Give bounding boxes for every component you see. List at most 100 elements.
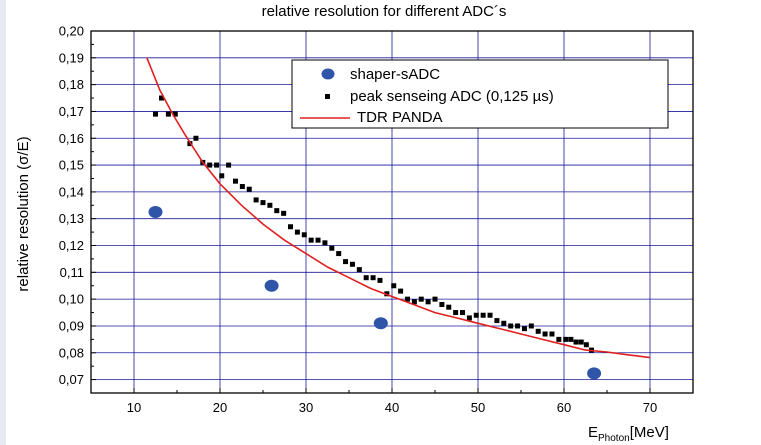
y-tick-label: 0,11 — [60, 265, 84, 280]
data-point-peak-adc — [288, 224, 294, 230]
data-point-peak-adc — [377, 277, 383, 283]
legend-box — [291, 59, 669, 129]
data-point-peak-adc — [568, 336, 574, 342]
data-point-peak-adc — [528, 323, 534, 329]
data-point-peak-adc — [336, 251, 342, 257]
data-point-peak-adc — [239, 184, 245, 190]
series-line-tdr-panda — [146, 57, 651, 359]
x-tick-label: 70 — [643, 400, 657, 415]
y-tick-label: 0,16 — [59, 131, 84, 146]
chart-title: relative resolution for different ADC´s — [262, 3, 507, 20]
x-axis-title-subscript: Photon — [598, 433, 630, 444]
data-point-peak-adc — [226, 162, 232, 168]
data-point-peak-adc — [411, 299, 417, 305]
data-point-peak-adc — [460, 310, 466, 316]
legend-marker-peak-adc — [325, 94, 330, 99]
y-tick-label: 0,07 — [59, 372, 84, 387]
data-point-peak-adc — [356, 267, 362, 273]
data-point-peak-adc — [329, 245, 335, 251]
data-point-peak-adc — [487, 312, 493, 318]
data-point-peak-adc — [466, 315, 472, 321]
y-tick-label: 0,17 — [59, 104, 84, 119]
data-point-peak-adc — [501, 320, 507, 326]
legend-label-peak-adc: peak senseing ADC (0,125 µs) — [350, 88, 554, 105]
data-point-peak-adc — [439, 302, 445, 308]
data-point-peak-adc — [583, 342, 589, 348]
y-tick-label: 0,14 — [59, 184, 84, 199]
legend-marker-shaper-sadc — [321, 68, 335, 80]
data-point-peak-adc — [494, 318, 500, 324]
x-tick-label: 40 — [385, 400, 399, 415]
data-point-peak-adc — [308, 237, 314, 243]
y-tick-label: 0,19 — [59, 50, 84, 65]
data-point-peak-adc — [398, 288, 404, 294]
data-point-peak-adc — [446, 304, 452, 310]
data-point-peak-adc — [294, 229, 300, 235]
data-point-peak-adc — [453, 310, 459, 316]
data-point-peak-adc — [246, 186, 252, 192]
data-point-peak-adc — [219, 173, 225, 179]
y-tick-label: 0,10 — [59, 292, 84, 307]
data-point-peak-adc — [418, 296, 424, 302]
data-point-peak-adc — [343, 259, 349, 265]
data-point-shaper-sadc — [373, 317, 388, 330]
y-tick-label: 0,18 — [59, 77, 84, 92]
x-axis-title-main: E — [588, 424, 598, 441]
data-point-peak-adc — [391, 283, 397, 289]
data-point-peak-adc — [515, 323, 521, 329]
data-point-peak-adc — [563, 336, 569, 342]
y-tick-label: 0,20 — [59, 24, 84, 39]
data-point-peak-adc — [281, 210, 287, 216]
data-point-peak-adc — [521, 326, 527, 332]
data-point-peak-adc — [260, 200, 266, 206]
x-axis-title-unit: [MeV] — [630, 424, 669, 441]
data-point-peak-adc — [165, 111, 171, 117]
data-point-peak-adc — [153, 111, 158, 117]
data-point-shaper-sadc — [264, 279, 279, 292]
x-tick-label: 50 — [471, 400, 485, 415]
grid — [91, 30, 693, 393]
window-edge-strip — [0, 0, 6, 445]
data-point-peak-adc — [480, 312, 486, 318]
data-point-peak-adc — [425, 299, 431, 305]
data-point-peak-adc — [404, 296, 410, 302]
data-point-peak-adc — [172, 111, 178, 117]
data-point-peak-adc — [549, 331, 555, 337]
legend-label-shaper-sadc: shaper-sADC — [350, 66, 440, 83]
data-point-peak-adc — [274, 208, 280, 214]
data-point-peak-adc — [193, 135, 199, 141]
legend: shaper-sADC peak senseing ADC (0,125 µs)… — [291, 59, 669, 129]
data-point-peak-adc — [432, 296, 438, 302]
data-point-peak-adc — [508, 323, 514, 329]
x-tick-label: 10 — [127, 400, 141, 415]
data-point-peak-adc — [315, 237, 321, 243]
data-point-peak-adc — [301, 232, 307, 238]
x-tick-label: 30 — [299, 400, 313, 415]
x-axis-title: EPhoton[MeV] — [588, 424, 669, 444]
series-layer — [146, 57, 651, 380]
data-point-peak-adc — [349, 261, 355, 267]
data-point-peak-adc — [232, 178, 238, 184]
data-point-peak-adc — [573, 339, 579, 345]
data-point-peak-adc — [207, 162, 213, 168]
y-tick-label: 0,13 — [59, 211, 84, 226]
y-tick-label: 0,08 — [59, 345, 84, 360]
legend-label-tdr-panda: TDR PANDA — [357, 109, 443, 126]
data-point-shaper-sadc — [148, 206, 163, 218]
data-point-peak-adc — [578, 339, 584, 345]
data-point-peak-adc — [370, 275, 376, 281]
data-point-peak-adc — [473, 312, 479, 318]
data-point-peak-adc — [253, 197, 259, 203]
data-point-peak-adc — [542, 331, 548, 337]
data-point-shaper-sadc — [587, 367, 602, 380]
axis-ticks: 10 20 30 40 50 60 70 0,07 0,08 0,09 0,10 0,11 0,12 0,… — [59, 24, 694, 415]
data-point-peak-adc — [214, 162, 220, 168]
x-tick-label: 60 — [557, 400, 571, 415]
data-point-peak-adc — [363, 275, 369, 281]
data-point-peak-adc — [535, 328, 541, 334]
y-tick-label: 0,15 — [59, 158, 84, 173]
data-point-peak-adc — [159, 95, 165, 101]
data-point-peak-adc — [267, 202, 273, 208]
y-tick-label: 0,09 — [59, 318, 84, 333]
